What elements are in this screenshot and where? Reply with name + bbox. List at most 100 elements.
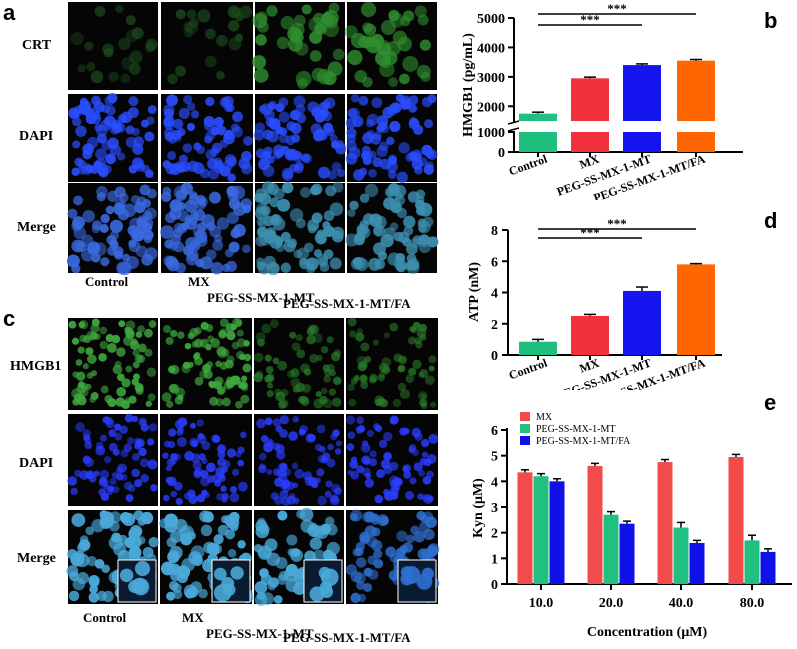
micrograph-cell <box>345 414 439 506</box>
chart-e-bar <box>728 456 744 584</box>
chart-e-ytick-label: 6 <box>491 424 498 439</box>
chart-e-kyn: Kyn (μM) Concentration (μM) 0 1 2 3 4 5 6 10.0 2… <box>471 412 792 640</box>
chart-e-bar <box>549 481 565 584</box>
micrograph-cell <box>253 94 347 182</box>
micrograph-cell <box>345 182 439 275</box>
chart-b-significance-label: *** <box>607 1 627 16</box>
panel-c-row-label-merge: Merge <box>17 551 56 566</box>
panel-c-col-label-peg-mt: PEG-SS-MX-1-MT <box>206 626 314 641</box>
chart-b-bar <box>519 113 557 121</box>
chart-e-ytick-label: 0 <box>491 578 498 593</box>
micrograph-cell <box>160 414 252 506</box>
chart-e-bar <box>517 472 533 584</box>
micrograph-cell <box>345 93 438 183</box>
micrograph-cell <box>68 318 158 410</box>
chart-d-xtick-label: Control <box>507 355 550 382</box>
micrograph-cell <box>67 413 158 506</box>
panel-d-letter: d <box>764 208 778 233</box>
panel-a-col-label-peg-mt-fa: PEG-SS-MX-1-MT/FA <box>283 296 411 311</box>
micrograph-cell <box>160 317 252 410</box>
chart-b-bar <box>623 65 661 121</box>
chart-e-legend-swatch <box>520 436 530 445</box>
chart-b-ytick-label: 1000 <box>477 126 505 141</box>
chart-d-bar <box>677 264 715 355</box>
chart-b-bar-lower <box>623 132 661 152</box>
panel-c-col-label-mx: MX <box>182 610 204 625</box>
chart-d-ytick-label: 2 <box>491 318 498 333</box>
chart-e-bar <box>744 540 760 584</box>
chart-b-axis-break <box>508 122 518 131</box>
chart-b-significance-label: *** <box>580 12 600 27</box>
micrograph-cell <box>254 414 344 506</box>
chart-e-xlabel: Concentration (μM) <box>587 625 708 640</box>
chart-b-hmgb1: HMGB1 (pg/mL) 0 1000 2000 3000 4000 5000 Contr… <box>461 1 743 200</box>
micrograph-cell <box>161 94 253 183</box>
chart-d-significance-label: *** <box>607 216 627 231</box>
micrograph-cell <box>161 2 253 90</box>
chart-e-ytick-label: 1 <box>491 552 498 567</box>
chart-d-significance-label: *** <box>580 225 600 240</box>
micrograph-cell <box>66 510 159 604</box>
chart-d-ylabel: ATP (nM) <box>467 262 482 322</box>
chart-e-bar <box>760 551 776 584</box>
panel-c-row-label-dapi: DAPI <box>19 456 54 471</box>
chart-b-bar <box>571 78 609 121</box>
panel-c-row-label-hmgb1: HMGB1 <box>10 359 62 374</box>
chart-e-bar <box>657 462 673 584</box>
micrograph-cell <box>344 1 437 90</box>
chart-b-bar-lower <box>677 132 715 152</box>
micrograph-cell <box>346 317 438 410</box>
chart-e-bar <box>533 476 549 584</box>
chart-b-ytick-label: 2000 <box>477 100 505 115</box>
micrograph-cell <box>254 181 345 276</box>
chart-e-ytick-label: 3 <box>491 501 498 516</box>
panel-a-col-label-peg-mt: PEG-SS-MX-1-MT <box>207 290 315 305</box>
chart-d-bar <box>519 341 557 355</box>
chart-e-bar <box>673 527 689 584</box>
chart-e-xtick-label: 10.0 <box>529 596 554 611</box>
panel-a-row-label-merge: Merge <box>17 220 56 235</box>
chart-e-legend-label: PEG-SS-MX-1-MT/FA <box>536 436 631 447</box>
chart-e-ytick-label: 5 <box>491 450 498 465</box>
micrograph-cell <box>252 2 345 90</box>
panel-a-col-label-control: Control <box>85 274 129 289</box>
chart-b-ytick-label: 3000 <box>477 71 505 86</box>
panel-c-letter: c <box>3 306 16 331</box>
chart-b-ytick-label: 4000 <box>477 41 505 56</box>
chart-d-ytick-label: 0 <box>491 349 498 364</box>
micrograph-cell <box>68 93 158 182</box>
chart-b-xtick-label: MX <box>577 152 601 172</box>
chart-e-bar <box>619 523 635 584</box>
chart-d-bar <box>571 315 609 355</box>
micrograph-cell <box>66 183 158 276</box>
chart-d-ytick-label: 6 <box>491 255 498 270</box>
chart-d-ytick-label: 4 <box>491 287 498 302</box>
chart-d-ytick-label: 8 <box>491 224 498 239</box>
panel-e-letter: e <box>764 390 777 415</box>
chart-b-break-mark <box>507 120 520 125</box>
panel-b-letter: b <box>764 8 778 33</box>
chart-b-ylabel: HMGB1 (pg/mL) <box>461 33 476 137</box>
chart-b-xtick-label: Control <box>507 151 550 178</box>
chart-b-break-mark <box>507 127 520 132</box>
chart-e-xtick-label: 80.0 <box>740 596 765 611</box>
panel-a-row-label-crt: CRT <box>22 38 52 53</box>
chart-e-bar <box>689 542 705 584</box>
micrograph-cell <box>345 509 440 604</box>
chart-e-bar <box>603 514 619 584</box>
micrograph-cell <box>253 507 344 606</box>
panel-c-col-label-control: Control <box>83 610 127 625</box>
chart-d-xtick-label: MX <box>577 356 601 376</box>
chart-e-legend-swatch <box>520 424 530 433</box>
chart-b-bar <box>677 60 715 121</box>
micrograph-cell <box>68 2 158 90</box>
micrograph-cell <box>253 318 344 410</box>
chart-e-ytick-label: 2 <box>491 527 498 542</box>
panel-a-col-label-mx: MX <box>188 274 210 289</box>
chart-d-bar <box>623 290 661 355</box>
chart-b-ytick-label: 0 <box>498 146 505 161</box>
chart-e-ylabel: Kyn (μM) <box>471 478 486 538</box>
panel-a-letter: a <box>3 0 16 25</box>
